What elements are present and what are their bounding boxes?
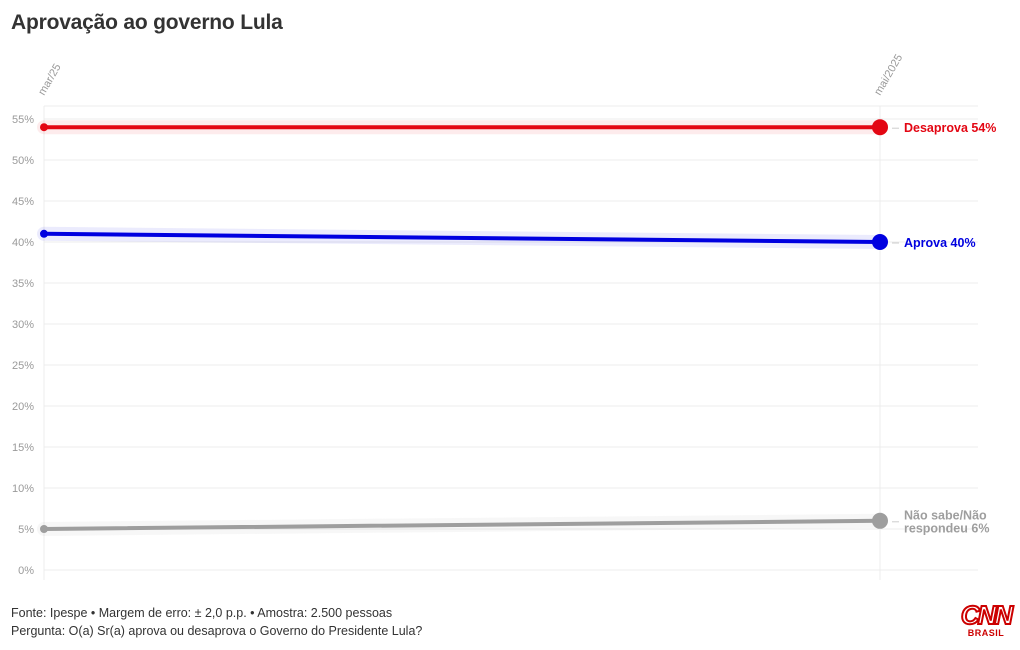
y-tick-label: 55% bbox=[12, 114, 34, 126]
series-end-label: Aprova 40% bbox=[904, 236, 976, 250]
y-axis-ticks: 0% 5% 10% 15% 20% 25% 30% 35% 40% 45% 50% 55% bbox=[12, 114, 34, 577]
chart-footer: Fonte: Ipespe • Margem de erro: ± 2,0 p.… bbox=[11, 604, 422, 640]
x-tick-label: mai/2025 bbox=[872, 52, 905, 97]
y-tick-label: 30% bbox=[12, 319, 34, 331]
series-end-label: Desaprova 54% bbox=[904, 121, 996, 135]
data-point bbox=[872, 119, 888, 136]
series-end-label-line: respondeu 6% bbox=[904, 521, 989, 535]
cnn-brasil-logo: CNN BRASIL bbox=[958, 600, 1014, 638]
end-labels: Desaprova 54% Aprova 40% Não sabe/Não respo… bbox=[892, 121, 996, 535]
y-tick-label: 0% bbox=[18, 565, 34, 577]
series-end-label-line: Aprova 40% bbox=[904, 236, 976, 250]
question-note: Pergunta: O(a) Sr(a) aprova ou desaprova… bbox=[11, 624, 423, 638]
y-tick-label: 10% bbox=[12, 483, 34, 495]
series-line bbox=[42, 518, 882, 531]
y-tick-label: 5% bbox=[18, 524, 34, 536]
series-end-label-line: Não sabe/Não bbox=[904, 508, 987, 522]
y-tick-label: 15% bbox=[12, 442, 34, 454]
series-line bbox=[42, 231, 882, 244]
series-end-label: Não sabe/Não respondeu 6% bbox=[904, 508, 989, 535]
logo-cnn-text: CNN bbox=[960, 600, 1014, 630]
y-tick-label: 35% bbox=[12, 278, 34, 290]
y-tick-label: 20% bbox=[12, 401, 34, 413]
data-point bbox=[40, 123, 48, 132]
y-tick-label: 40% bbox=[12, 237, 34, 249]
y-tick-label: 25% bbox=[12, 360, 34, 372]
data-point bbox=[872, 512, 888, 529]
y-tick-label: 45% bbox=[12, 196, 34, 208]
grid-lines bbox=[43, 105, 978, 580]
logo-brasil-text: BRASIL bbox=[967, 628, 1005, 638]
source-note: Fonte: Ipespe • Margem de erro: ± 2,0 p.… bbox=[11, 606, 393, 620]
series-group bbox=[37, 119, 888, 536]
data-point bbox=[40, 525, 48, 533]
data-point bbox=[40, 229, 48, 238]
series-end-label-line: Desaprova 54% bbox=[904, 121, 996, 135]
x-tick-label: mar/25 bbox=[36, 62, 64, 98]
line-chart: 0% 5% 10% 15% 20% 25% 30% 35% 40% 45% 50% 55% mar/2… bbox=[12, 52, 996, 580]
data-point bbox=[872, 234, 888, 250]
chart-title: Aprovação ao governo Lula bbox=[11, 11, 283, 34]
x-axis-ticks: mar/25 mai/2025 bbox=[36, 52, 905, 97]
y-tick-label: 50% bbox=[12, 155, 34, 167]
